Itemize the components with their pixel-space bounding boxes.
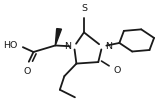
Text: S: S bbox=[81, 4, 87, 13]
Polygon shape bbox=[55, 29, 62, 45]
Text: O: O bbox=[114, 66, 121, 75]
Text: HO: HO bbox=[3, 41, 17, 50]
Text: N: N bbox=[64, 42, 71, 51]
Text: O: O bbox=[24, 67, 31, 76]
Text: N: N bbox=[105, 42, 112, 51]
